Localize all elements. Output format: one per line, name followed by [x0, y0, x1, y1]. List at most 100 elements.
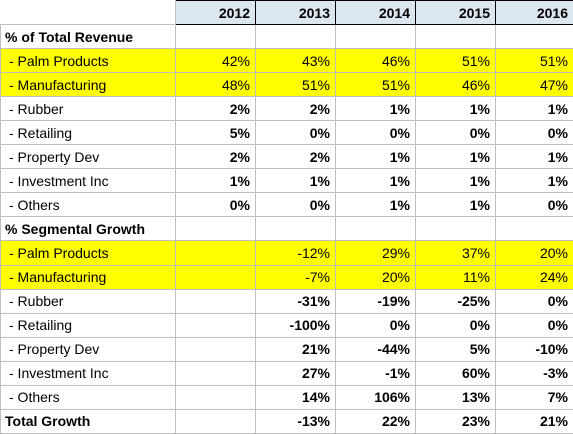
value-cell: 0%: [415, 120, 496, 146]
row-label: - Retailing: [0, 120, 176, 146]
data-row: - Manufacturing -7% 20% 11% 24%: [0, 264, 573, 290]
value-cell: 51%: [495, 48, 573, 74]
row-label: - Property Dev: [0, 144, 176, 170]
year-header: 2015: [415, 0, 496, 26]
value-cell: 23%: [415, 408, 496, 434]
row-label: - Palm Products: [0, 48, 176, 74]
data-row: - Retailing 5% 0% 0% 0% 0%: [0, 120, 573, 146]
data-row: - Property Dev 2% 2% 1% 1% 1%: [0, 144, 573, 170]
value-cell: 2%: [255, 144, 336, 170]
empty-cell: [255, 216, 336, 242]
value-cell: -100%: [255, 312, 336, 338]
value-cell: 1%: [495, 144, 573, 170]
value-cell: -44%: [335, 336, 416, 362]
data-row: - Property Dev 21% -44% 5% -10%: [0, 336, 573, 362]
value-cell: 0%: [495, 312, 573, 338]
value-cell: -19%: [335, 288, 416, 314]
value-cell: 0%: [495, 192, 573, 218]
value-cell: 5%: [175, 120, 256, 146]
year-header: 2014: [335, 0, 416, 26]
empty-cell: [175, 312, 256, 338]
empty-cell: [175, 408, 256, 434]
data-row: - Rubber -31% -19% -25% 0%: [0, 288, 573, 314]
data-row: - Investment Inc 27% -1% 60% -3%: [0, 360, 573, 386]
empty-cell: [415, 216, 496, 242]
empty-cell: [175, 288, 256, 314]
empty-cell: [175, 336, 256, 362]
value-cell: 106%: [335, 384, 416, 410]
section-title: % of Total Revenue: [0, 24, 176, 50]
value-cell: 51%: [335, 72, 416, 98]
value-cell: 1%: [335, 144, 416, 170]
value-cell: 43%: [255, 48, 336, 74]
empty-cell: [175, 240, 256, 266]
value-cell: 47%: [495, 72, 573, 98]
value-cell: 1%: [415, 96, 496, 122]
value-cell: 46%: [335, 48, 416, 74]
empty-cell: [175, 360, 256, 386]
value-cell: 1%: [255, 168, 336, 194]
value-cell: 60%: [415, 360, 496, 386]
section-row: % Segmental Growth: [0, 216, 573, 242]
data-row: - Others 0% 0% 1% 1% 0%: [0, 192, 573, 218]
data-row: - Palm Products 42% 43% 46% 51% 51%: [0, 48, 573, 74]
value-cell: 13%: [415, 384, 496, 410]
corner-cell: [0, 0, 176, 26]
empty-cell: [415, 24, 496, 50]
value-cell: 37%: [415, 240, 496, 266]
year-header: 2012: [175, 0, 256, 26]
value-cell: 42%: [175, 48, 256, 74]
value-cell: 21%: [255, 336, 336, 362]
data-row: - Manufacturing 48% 51% 51% 46% 47%: [0, 72, 573, 98]
total-row: Total Growth -13% 22% 23% 21%: [0, 408, 573, 434]
value-cell: 7%: [495, 384, 573, 410]
value-cell: 51%: [255, 72, 336, 98]
empty-cell: [495, 24, 573, 50]
value-cell: 2%: [175, 96, 256, 122]
row-label: - Manufacturing: [0, 72, 176, 98]
value-cell: 14%: [255, 384, 336, 410]
row-label: - Palm Products: [0, 240, 176, 266]
row-label: Total Growth: [0, 408, 176, 434]
value-cell: 22%: [335, 408, 416, 434]
value-cell: 20%: [335, 264, 416, 290]
value-cell: 0%: [495, 288, 573, 314]
row-label: - Retailing: [0, 312, 176, 338]
value-cell: 1%: [415, 144, 496, 170]
row-label: - Property Dev: [0, 336, 176, 362]
value-cell: 51%: [415, 48, 496, 74]
value-cell: 1%: [495, 96, 573, 122]
row-label: - Manufacturing: [0, 264, 176, 290]
value-cell: -25%: [415, 288, 496, 314]
empty-cell: [175, 384, 256, 410]
year-header: 2016: [495, 0, 573, 26]
value-cell: 1%: [175, 168, 256, 194]
data-row: - Retailing -100% 0% 0% 0%: [0, 312, 573, 338]
value-cell: -3%: [495, 360, 573, 386]
value-cell: 1%: [415, 192, 496, 218]
value-cell: 20%: [495, 240, 573, 266]
row-label: - Rubber: [0, 288, 176, 314]
empty-cell: [175, 24, 256, 50]
value-cell: -31%: [255, 288, 336, 314]
value-cell: -10%: [495, 336, 573, 362]
value-cell: 0%: [175, 192, 256, 218]
value-cell: 0%: [495, 120, 573, 146]
value-cell: 1%: [335, 192, 416, 218]
row-label: - Rubber: [0, 96, 176, 122]
data-row: - Palm Products -12% 29% 37% 20%: [0, 240, 573, 266]
value-cell: 27%: [255, 360, 336, 386]
empty-cell: [175, 264, 256, 290]
empty-cell: [255, 24, 336, 50]
value-cell: 29%: [335, 240, 416, 266]
header-row: 2012 2013 2014 2015 2016: [0, 0, 573, 26]
value-cell: 48%: [175, 72, 256, 98]
empty-cell: [335, 216, 416, 242]
data-row: - Others 14% 106% 13% 7%: [0, 384, 573, 410]
value-cell: -7%: [255, 264, 336, 290]
value-cell: 0%: [335, 312, 416, 338]
value-cell: 24%: [495, 264, 573, 290]
